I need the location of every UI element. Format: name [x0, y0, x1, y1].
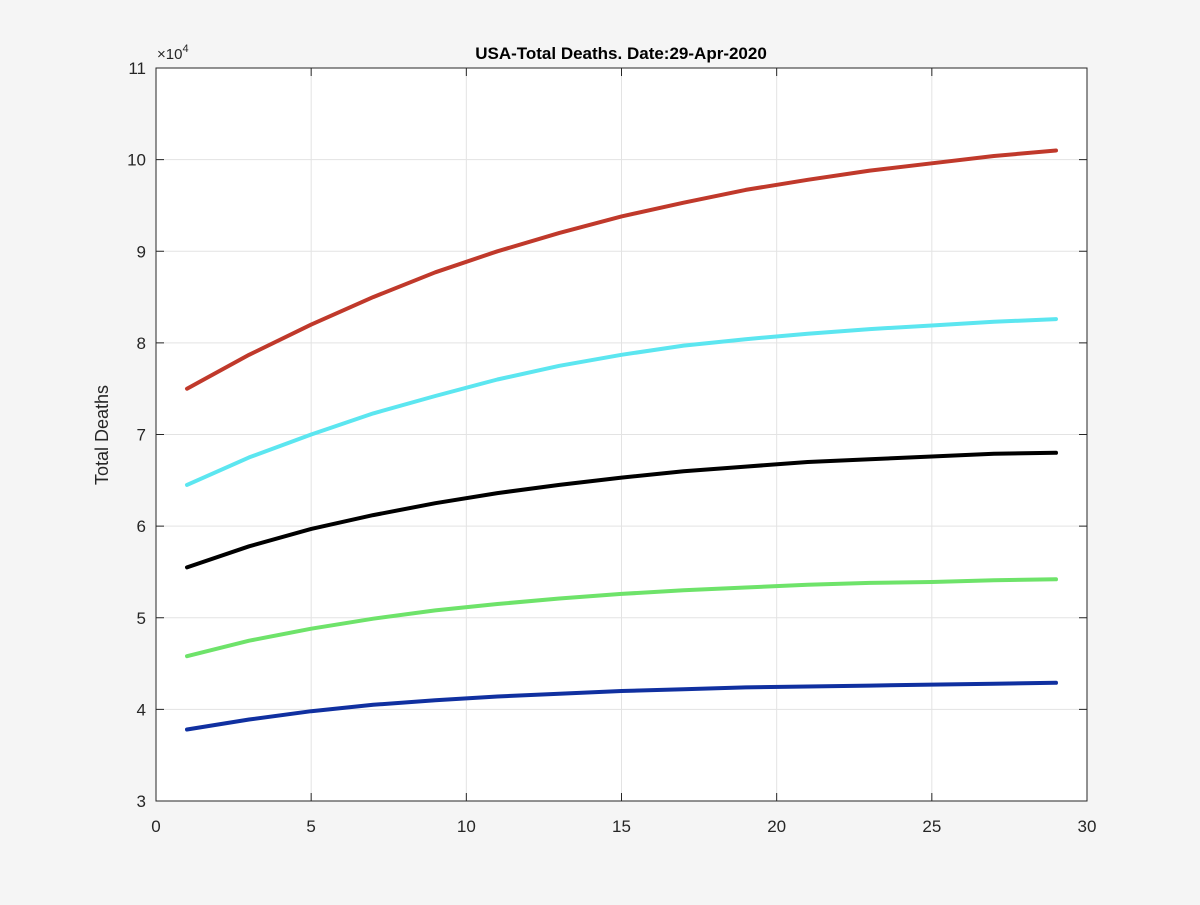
x-tick-label: 15 [612, 817, 631, 836]
series-layer [185, 148, 1058, 732]
series-line-3 [185, 450, 1058, 570]
x-tick-label: 10 [457, 817, 476, 836]
y-tick-labels: 3 4 5 6 7 8 9 10 11 [127, 59, 146, 811]
x-tick-label: 5 [306, 817, 315, 836]
y-tick-label: 5 [137, 609, 146, 628]
x-tick-label: 30 [1078, 817, 1097, 836]
y-tick-label: 8 [137, 334, 146, 353]
y-tick-label: 4 [137, 700, 146, 719]
ticks [155, 67, 1088, 802]
y-tick-label: 10 [127, 151, 146, 170]
y-tick-label: 9 [137, 242, 146, 261]
series-line-2 [185, 317, 1058, 487]
y-tick-label: 7 [137, 426, 146, 445]
x-tick-label: 25 [922, 817, 941, 836]
y-tick-label: 6 [137, 517, 146, 536]
series-line-5 [185, 680, 1058, 732]
y-exponent-power: 4 [182, 43, 188, 55]
series-line-4 [185, 577, 1058, 659]
y-exponent-base: ×10 [157, 46, 182, 63]
x-tick-label: 0 [151, 817, 160, 836]
y-tick-label: 3 [137, 792, 146, 811]
chart-title: USA-Total Deaths. Date:29-Apr-2020 [475, 44, 767, 63]
y-tick-label: 11 [128, 59, 146, 78]
series-line-1 [185, 148, 1058, 391]
y-axis-label: Total Deaths [92, 385, 112, 485]
x-tick-label: 20 [767, 817, 786, 836]
x-tick-labels: 0 5 10 15 20 25 30 [151, 817, 1096, 836]
y-exponent-label: ×104 [157, 43, 189, 63]
